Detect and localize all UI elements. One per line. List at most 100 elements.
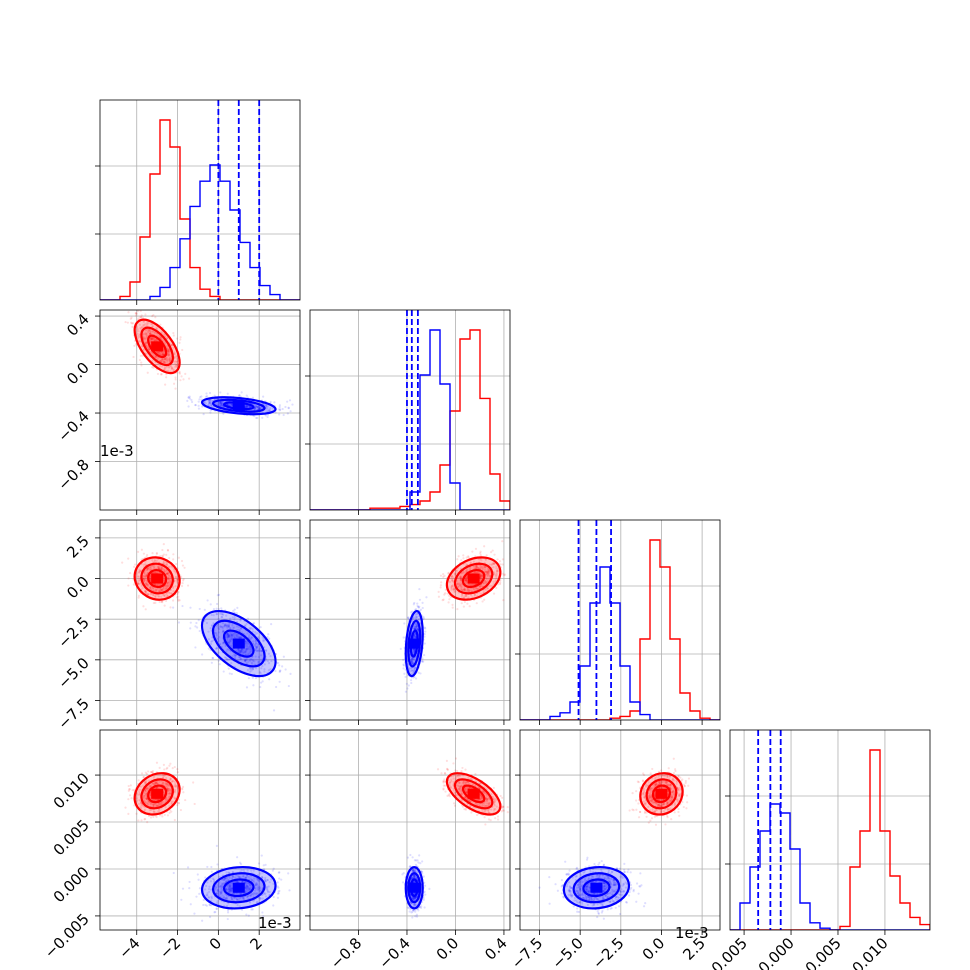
red-sample-point — [161, 593, 164, 596]
red-sample-point — [468, 605, 471, 608]
blue-sample-point — [411, 659, 414, 662]
red-sample-point — [170, 802, 173, 805]
blue-sample-point — [221, 402, 224, 405]
y-tick-label: −5.0 — [54, 654, 92, 692]
blue-sample-point — [260, 875, 264, 879]
red-sample-point — [145, 341, 148, 345]
red-sample-point — [150, 784, 153, 787]
blue-sample-point — [216, 892, 220, 895]
blue-sample-point — [255, 646, 258, 649]
red-sample-point — [495, 569, 499, 573]
blue-sample-point — [411, 658, 414, 661]
red-sample-point — [469, 561, 472, 564]
red-sample-point — [139, 805, 142, 808]
blue-sample-point — [403, 622, 406, 625]
red-sample-point — [456, 558, 459, 561]
blue-sample-point — [230, 672, 233, 676]
blue-sample-point — [268, 678, 271, 681]
blue-density-peak — [232, 638, 245, 649]
red-sample-point — [152, 587, 155, 590]
red-sample-point — [138, 790, 141, 793]
blue-sample-point — [180, 898, 183, 901]
red-sample-point — [168, 764, 171, 767]
red-sample-point — [172, 369, 175, 372]
blue-sample-point — [194, 403, 197, 407]
red-sample-point — [464, 579, 468, 582]
blue-sample-point — [208, 401, 211, 405]
red-sample-point — [176, 592, 179, 595]
red-sample-point — [458, 583, 461, 586]
red-sample-point — [465, 563, 468, 566]
red-sample-point — [452, 588, 455, 591]
blue-sample-point — [222, 670, 225, 673]
blue-sample-point — [253, 877, 256, 880]
grid-lines — [310, 310, 510, 510]
red-sample-point — [146, 324, 149, 327]
red-sample-point — [177, 801, 180, 804]
red-sample-point — [166, 358, 169, 361]
red-sample-point — [149, 586, 152, 590]
blue-sample-point — [220, 402, 223, 405]
blue-sample-point — [423, 635, 426, 638]
red-sample-point — [475, 565, 478, 568]
blue-sample-point — [181, 887, 185, 890]
red-sample-point — [169, 579, 172, 582]
red-sample-point — [172, 553, 175, 556]
blue-sample-point — [202, 413, 205, 416]
blue-sample-point — [229, 627, 232, 630]
red-sample-point — [155, 351, 159, 354]
blue-histogram-0 — [100, 164, 300, 300]
blue-sample-point — [220, 404, 223, 407]
blue-sample-point — [172, 606, 175, 609]
blue-sample-point — [252, 622, 256, 625]
blue-sample-point — [250, 667, 253, 670]
blue-sample-point — [241, 650, 244, 653]
blue-sample-point — [235, 611, 238, 615]
blue-sample-point — [247, 647, 250, 650]
blue-sample-point — [216, 594, 219, 597]
blue-sample-point — [242, 896, 245, 899]
blue-sample-point — [233, 632, 236, 635]
red-sample-point — [453, 572, 456, 575]
red-sample-point — [147, 567, 151, 570]
blue-sample-point — [412, 657, 415, 661]
panel-content — [399, 540, 510, 693]
blue-sample-point — [279, 669, 282, 672]
blue-sample-point — [245, 882, 248, 885]
blue-sample-point — [258, 649, 261, 652]
blue-sample-point — [226, 633, 230, 636]
blue-sample-point — [266, 885, 269, 889]
panel-content — [310, 310, 510, 510]
blue-sample-point — [222, 412, 225, 415]
red-sample-point — [168, 787, 171, 791]
red-sample-point — [164, 585, 167, 588]
blue-sample-point — [245, 648, 248, 652]
blue-sample-point — [215, 613, 219, 616]
red-sample-point — [149, 337, 153, 340]
blue-sample-point — [258, 405, 261, 408]
red-sample-point — [148, 348, 151, 351]
blue-sample-point — [246, 645, 249, 648]
blue-sample-point — [228, 886, 231, 889]
red-sample-point — [166, 582, 169, 585]
red-sample-point — [485, 554, 488, 557]
red-histogram-2 — [520, 539, 720, 720]
red-sample-point — [163, 570, 166, 573]
red-sample-point — [479, 552, 482, 555]
red-sample-point — [482, 582, 485, 585]
red-sample-point — [144, 333, 147, 336]
blue-sample-point — [216, 623, 219, 626]
red-sample-point — [142, 349, 145, 352]
blue-sample-point — [226, 392, 229, 395]
red-sample-point — [474, 586, 478, 589]
blue-sample-point — [264, 404, 267, 407]
red-sample-point — [142, 575, 145, 578]
red-sample-point — [152, 815, 155, 818]
red-sample-point — [463, 587, 466, 590]
blue-sample-point — [228, 639, 231, 642]
blue-sample-point — [225, 888, 228, 891]
red-sample-point — [158, 566, 161, 570]
blue-histogram-2 — [520, 566, 720, 720]
blue-sample-point — [215, 902, 219, 905]
red-sample-point — [158, 589, 161, 592]
